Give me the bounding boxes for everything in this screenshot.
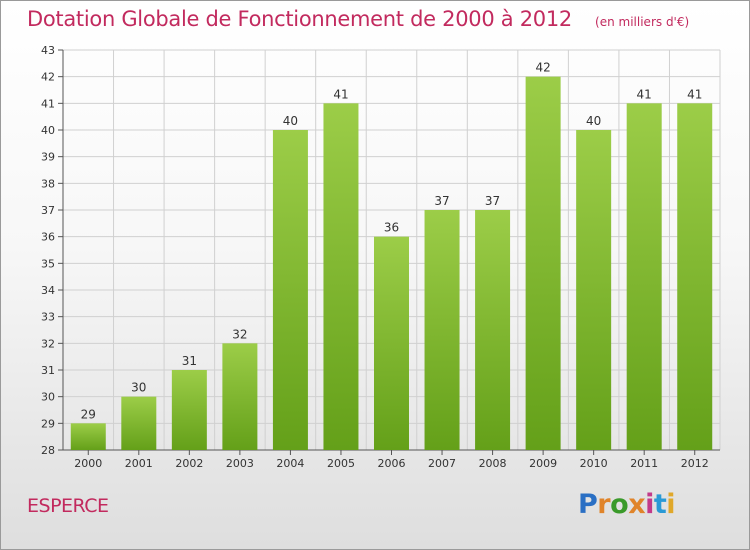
y-tick-label: 29 <box>41 417 55 430</box>
x-tick-label: 2012 <box>681 457 709 470</box>
data-label: 31 <box>182 354 197 368</box>
x-tick-label: 2008 <box>479 457 507 470</box>
bar <box>576 130 612 450</box>
bar <box>272 130 308 450</box>
bar <box>222 343 258 450</box>
data-label: 40 <box>283 114 298 128</box>
x-tick-label: 2010 <box>580 457 608 470</box>
y-tick-label: 32 <box>41 337 55 350</box>
x-tick-label: 2005 <box>327 457 355 470</box>
y-tick-label: 41 <box>41 97 55 110</box>
y-tick-label: 28 <box>41 444 55 457</box>
chart-title: Dotation Globale de Fonctionnement de 20… <box>27 7 572 31</box>
y-tick-label: 42 <box>41 71 55 84</box>
data-label: 29 <box>81 407 96 421</box>
bar <box>525 76 561 451</box>
logo-letter: t <box>653 489 667 520</box>
y-tick-label: 37 <box>41 204 55 217</box>
x-tick-label: 2000 <box>74 457 102 470</box>
y-tick-label: 38 <box>41 177 55 190</box>
logo-letter: i <box>645 489 654 520</box>
y-tick-label: 31 <box>41 364 55 377</box>
x-tick-label: 2007 <box>428 457 456 470</box>
data-label: 36 <box>384 221 399 235</box>
chart-header: Dotation Globale de Fonctionnement de 20… <box>27 7 689 31</box>
proxiti-logo[interactable]: Proxiti <box>578 489 676 520</box>
bar <box>626 103 662 450</box>
bar <box>374 236 409 450</box>
labels: 28 29 30 31 32 33 34 35 36 37 38 39 40 41 42 43 29 2000 30… <box>41 44 709 470</box>
logo-letter: o <box>610 489 629 520</box>
x-tick-label: 2011 <box>630 457 658 470</box>
x-tick-label: 2001 <box>125 457 153 470</box>
data-label: 40 <box>586 114 601 128</box>
y-tick-label: 40 <box>41 124 55 137</box>
bar <box>121 396 157 450</box>
x-tick-label: 2004 <box>276 457 304 470</box>
logo-letter: P <box>578 489 598 520</box>
x-tick-label: 2006 <box>378 457 406 470</box>
x-tick-label: 2009 <box>529 457 557 470</box>
data-label: 37 <box>434 194 449 208</box>
data-label: 41 <box>333 87 348 101</box>
y-tick-label: 35 <box>41 257 55 270</box>
y-tick-label: 34 <box>41 284 55 297</box>
x-tick-label: 2002 <box>175 457 203 470</box>
commune-name: ESPERCE <box>27 495 109 517</box>
data-label: 41 <box>687 87 702 101</box>
logo-letter: r <box>597 489 611 520</box>
data-label: 42 <box>535 61 550 75</box>
bar <box>171 370 207 450</box>
y-tick-label: 36 <box>41 231 55 244</box>
bar <box>677 103 713 450</box>
y-tick-label: 30 <box>41 391 55 404</box>
data-label: 41 <box>637 87 652 101</box>
chart-unit-subtitle: (en milliers d'€) <box>595 15 690 29</box>
y-tick-label: 33 <box>41 311 55 324</box>
logo-letter: i <box>666 489 676 520</box>
bars <box>70 76 713 451</box>
y-tick-label: 43 <box>41 44 55 57</box>
bar <box>323 103 359 450</box>
data-label: 32 <box>232 327 247 341</box>
logo-letter: x <box>628 489 646 520</box>
bar <box>475 210 511 450</box>
bar <box>70 423 106 450</box>
data-label: 37 <box>485 194 500 208</box>
data-label: 30 <box>131 381 146 395</box>
x-tick-label: 2003 <box>226 457 254 470</box>
bar <box>424 210 460 450</box>
y-tick-label: 39 <box>41 151 55 164</box>
